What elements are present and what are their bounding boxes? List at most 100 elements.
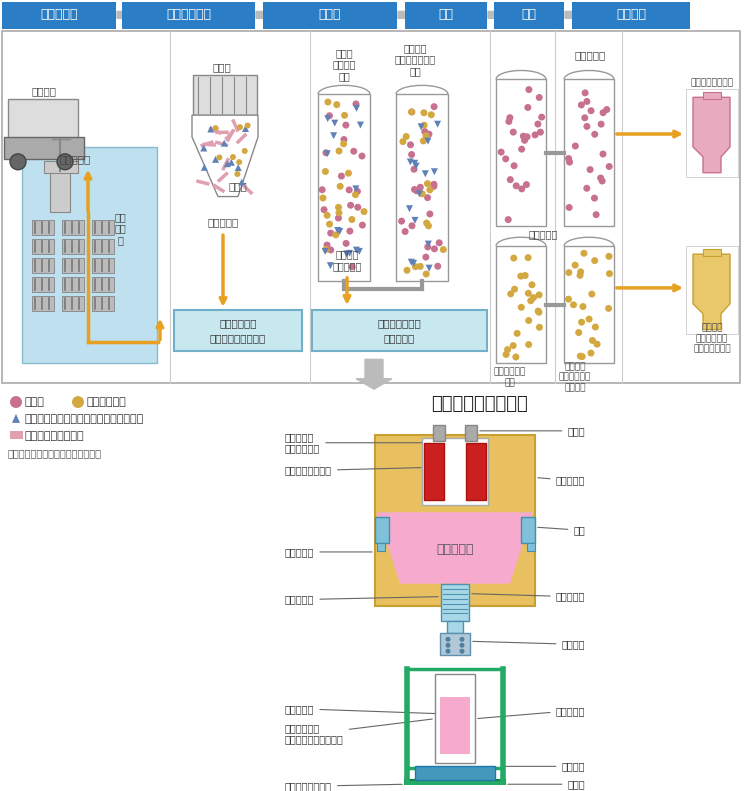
Circle shape (426, 187, 433, 193)
Text: 重量計: 重量計 (507, 779, 585, 789)
Circle shape (572, 142, 579, 149)
Circle shape (592, 324, 599, 331)
Circle shape (333, 101, 340, 108)
Circle shape (413, 187, 420, 195)
Circle shape (570, 301, 577, 308)
Circle shape (417, 263, 424, 270)
Text: 電極: 電極 (538, 525, 585, 535)
Circle shape (510, 129, 517, 135)
FancyBboxPatch shape (447, 622, 463, 634)
Text: キャスク: キャスク (31, 86, 57, 97)
Circle shape (505, 118, 513, 125)
Circle shape (507, 290, 514, 297)
Circle shape (326, 221, 333, 228)
FancyBboxPatch shape (318, 94, 370, 281)
Circle shape (565, 296, 572, 303)
Text: ウラン精製: ウラン精製 (574, 51, 606, 61)
Circle shape (359, 153, 365, 160)
Circle shape (361, 208, 368, 215)
Polygon shape (331, 119, 339, 127)
Circle shape (517, 273, 525, 280)
Circle shape (428, 112, 434, 118)
Circle shape (424, 194, 431, 201)
Circle shape (521, 137, 528, 144)
Polygon shape (411, 217, 418, 224)
Text: 核分裂生成物（高レベル放射性廃棄物）: 核分裂生成物（高レベル放射性廃棄物） (25, 414, 144, 424)
Circle shape (593, 211, 600, 218)
Polygon shape (346, 250, 353, 257)
Circle shape (347, 228, 353, 235)
Circle shape (588, 350, 594, 357)
FancyBboxPatch shape (703, 93, 721, 100)
FancyBboxPatch shape (435, 674, 475, 763)
Text: 溶　解: 溶 解 (228, 182, 247, 191)
Text: 安全に保管: 安全に保管 (383, 334, 414, 343)
Polygon shape (221, 140, 228, 146)
Polygon shape (411, 160, 418, 167)
Text: 固化ガラス: 固化ガラス (478, 706, 585, 718)
Circle shape (510, 343, 516, 349)
Circle shape (421, 128, 429, 135)
Circle shape (423, 220, 430, 226)
FancyBboxPatch shape (703, 249, 721, 256)
Circle shape (338, 172, 345, 180)
Circle shape (583, 185, 590, 191)
FancyBboxPatch shape (375, 517, 389, 543)
FancyBboxPatch shape (415, 766, 495, 780)
Text: 加熱コイル: 加熱コイル (472, 592, 585, 602)
Circle shape (322, 168, 329, 175)
Circle shape (10, 396, 22, 408)
Circle shape (536, 291, 542, 298)
Circle shape (403, 267, 411, 274)
Circle shape (527, 297, 534, 305)
Polygon shape (12, 414, 20, 423)
Circle shape (341, 136, 347, 143)
Text: 容器に入れて: 容器に入れて (219, 319, 257, 328)
FancyBboxPatch shape (92, 277, 114, 292)
Circle shape (431, 245, 438, 252)
Circle shape (536, 324, 543, 331)
Circle shape (446, 649, 451, 653)
Circle shape (524, 134, 530, 140)
Text: 貯蔵庫で安全に保管: 貯蔵庫で安全に保管 (210, 334, 266, 343)
Circle shape (342, 122, 350, 129)
Circle shape (605, 305, 612, 312)
Circle shape (597, 175, 604, 181)
Polygon shape (398, 8, 411, 22)
FancyBboxPatch shape (62, 277, 84, 292)
Text: 使用
済燃
料: 使用 済燃 料 (114, 212, 126, 245)
Text: ガラス溶融炉概要図: ガラス溶融炉概要図 (432, 395, 528, 413)
Text: 出典：日本原燃（株）ホームページ: 出典：日本原燃（株）ホームページ (8, 448, 102, 459)
Text: プルトニウム: プルトニウム (87, 397, 126, 407)
Polygon shape (406, 205, 413, 212)
FancyBboxPatch shape (62, 221, 84, 235)
Circle shape (245, 123, 251, 128)
Circle shape (424, 180, 431, 187)
Circle shape (591, 195, 598, 202)
Circle shape (538, 114, 545, 120)
Circle shape (336, 210, 342, 216)
Circle shape (340, 140, 347, 147)
Circle shape (537, 129, 544, 135)
FancyBboxPatch shape (521, 517, 535, 543)
FancyBboxPatch shape (92, 258, 114, 273)
Circle shape (324, 99, 332, 105)
Text: 廃ガス: 廃ガス (480, 426, 585, 436)
Circle shape (333, 232, 339, 238)
FancyBboxPatch shape (441, 584, 469, 622)
Circle shape (577, 272, 583, 279)
Circle shape (525, 254, 531, 261)
Circle shape (407, 142, 414, 148)
Polygon shape (408, 259, 415, 266)
Circle shape (580, 250, 588, 257)
Circle shape (603, 106, 610, 113)
Circle shape (566, 159, 573, 165)
Circle shape (513, 183, 520, 189)
Circle shape (510, 162, 518, 169)
FancyBboxPatch shape (92, 239, 114, 254)
FancyBboxPatch shape (32, 239, 54, 254)
Circle shape (352, 191, 359, 198)
Circle shape (408, 222, 415, 229)
Circle shape (440, 246, 447, 253)
FancyBboxPatch shape (405, 2, 487, 28)
